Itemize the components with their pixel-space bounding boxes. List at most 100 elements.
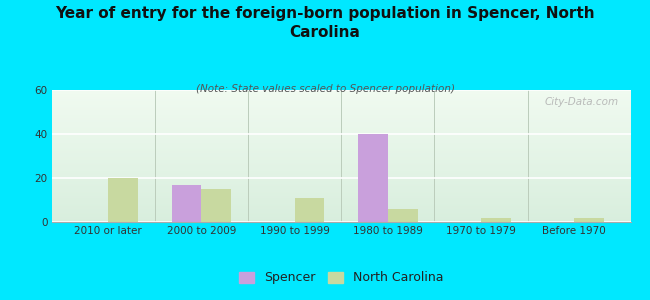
Bar: [52, 102, 630, 103]
Bar: [52, 99, 630, 101]
Bar: [52, 104, 630, 106]
Bar: [358, 134, 388, 222]
Bar: [52, 103, 630, 104]
Bar: [52, 200, 630, 201]
Bar: [52, 180, 630, 181]
Bar: [52, 139, 630, 140]
Bar: [172, 184, 202, 222]
Bar: [52, 161, 630, 163]
Bar: [52, 189, 630, 190]
Bar: [52, 140, 630, 142]
Bar: [52, 217, 630, 218]
Bar: [52, 215, 630, 217]
Bar: [52, 111, 630, 112]
Bar: [52, 127, 630, 128]
Bar: [52, 126, 630, 127]
Bar: [52, 210, 630, 212]
Bar: [52, 118, 630, 119]
Bar: [52, 203, 630, 205]
Bar: [52, 124, 630, 126]
Bar: [52, 168, 630, 169]
Bar: [52, 135, 630, 136]
Bar: [52, 165, 630, 166]
Bar: [52, 213, 630, 214]
Bar: [52, 152, 630, 153]
Bar: [52, 205, 630, 206]
Bar: [52, 218, 630, 219]
Bar: [52, 97, 630, 98]
Bar: [52, 219, 630, 221]
Bar: [52, 170, 630, 172]
Bar: [52, 100, 630, 102]
Bar: [52, 115, 630, 116]
Bar: [52, 143, 630, 144]
Bar: [52, 175, 630, 176]
Bar: [52, 123, 630, 124]
Bar: [52, 193, 630, 194]
Bar: [52, 190, 630, 192]
Text: (Note: State values scaled to Spencer population): (Note: State values scaled to Spencer po…: [196, 84, 454, 94]
Bar: [52, 114, 630, 115]
Bar: [52, 146, 630, 147]
Bar: [52, 184, 630, 185]
Bar: [52, 110, 630, 111]
Bar: [52, 119, 630, 120]
Bar: [52, 144, 630, 146]
Bar: [52, 91, 630, 93]
Bar: [52, 156, 630, 157]
Bar: [52, 122, 630, 123]
Bar: [52, 137, 630, 139]
Bar: [388, 209, 418, 222]
Bar: [52, 93, 630, 94]
Bar: [52, 164, 630, 165]
Bar: [52, 148, 630, 149]
Bar: [52, 157, 630, 159]
Bar: [52, 177, 630, 178]
Bar: [575, 218, 604, 222]
Bar: [52, 201, 630, 202]
Bar: [52, 202, 630, 203]
Bar: [202, 189, 231, 222]
Bar: [52, 169, 630, 170]
Bar: [52, 153, 630, 155]
Bar: [52, 160, 630, 161]
Bar: [52, 182, 630, 184]
Bar: [481, 218, 511, 222]
Bar: [52, 197, 630, 198]
Bar: [52, 221, 630, 222]
Bar: [52, 106, 630, 107]
Bar: [108, 178, 138, 222]
Bar: [52, 136, 630, 137]
Bar: [52, 167, 630, 168]
Bar: [52, 186, 630, 188]
Bar: [52, 149, 630, 151]
Bar: [52, 178, 630, 180]
Bar: [52, 151, 630, 152]
Bar: [294, 198, 324, 222]
Bar: [52, 109, 630, 110]
Bar: [52, 188, 630, 189]
Bar: [52, 198, 630, 200]
Bar: [52, 90, 630, 91]
Bar: [52, 196, 630, 197]
Bar: [52, 163, 630, 164]
Bar: [52, 173, 630, 175]
Bar: [52, 194, 630, 196]
Bar: [52, 147, 630, 148]
Bar: [52, 132, 630, 134]
Bar: [52, 128, 630, 130]
Bar: [52, 142, 630, 143]
Bar: [52, 176, 630, 177]
Bar: [52, 94, 630, 95]
Bar: [52, 181, 630, 182]
Bar: [52, 212, 630, 213]
Bar: [52, 172, 630, 173]
Bar: [52, 159, 630, 160]
Bar: [52, 155, 630, 156]
Bar: [52, 185, 630, 186]
Bar: [52, 206, 630, 208]
Legend: Spencer, North Carolina: Spencer, North Carolina: [239, 272, 443, 284]
Bar: [52, 112, 630, 114]
Bar: [52, 192, 630, 193]
Bar: [52, 130, 630, 131]
